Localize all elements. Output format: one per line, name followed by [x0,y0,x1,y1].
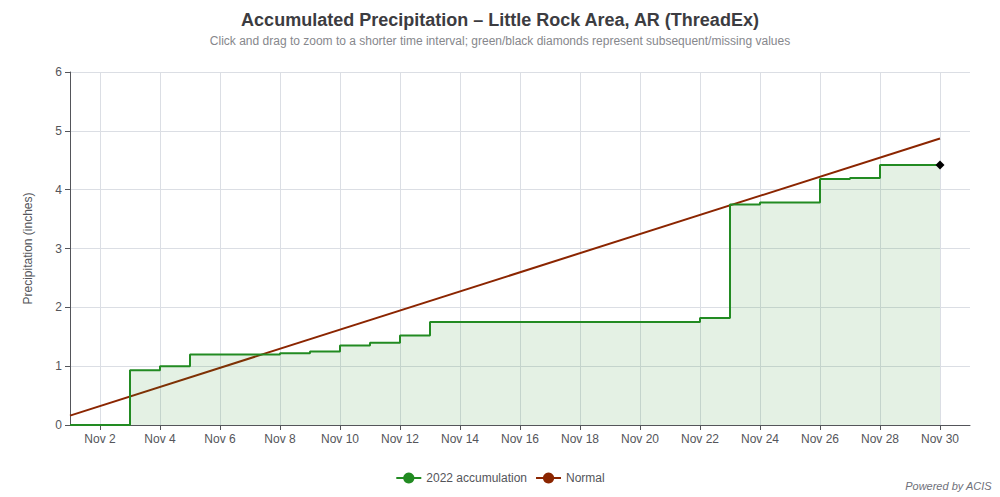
svg-text:4: 4 [55,183,62,197]
svg-text:Nov 12: Nov 12 [381,432,419,446]
svg-text:3: 3 [55,242,62,256]
svg-text:Nov 10: Nov 10 [321,432,359,446]
svg-text:6: 6 [55,65,62,79]
svg-text:Nov 20: Nov 20 [621,432,659,446]
svg-text:Nov 18: Nov 18 [561,432,599,446]
svg-text:Precipitation (inches): Precipitation (inches) [21,192,35,304]
svg-text:Click and drag to zoom to a sh: Click and drag to zoom to a shorter time… [210,34,790,48]
svg-text:1: 1 [55,359,62,373]
svg-text:Normal: Normal [566,471,605,485]
svg-text:Nov 28: Nov 28 [861,432,899,446]
svg-text:Nov 26: Nov 26 [801,432,839,446]
svg-text:5: 5 [55,124,62,138]
svg-text:Nov 8: Nov 8 [264,432,296,446]
svg-text:Accumulated Precipitation – Li: Accumulated Precipitation – Little Rock … [241,10,759,30]
svg-text:Nov 22: Nov 22 [681,432,719,446]
svg-text:Nov 4: Nov 4 [144,432,176,446]
svg-text:2: 2 [55,300,62,314]
svg-text:2022 accumulation: 2022 accumulation [426,471,527,485]
svg-text:Nov 2: Nov 2 [84,432,116,446]
svg-text:Nov 6: Nov 6 [204,432,236,446]
svg-text:Nov 16: Nov 16 [501,432,539,446]
svg-text:Nov 14: Nov 14 [441,432,479,446]
svg-text:Nov 24: Nov 24 [741,432,779,446]
svg-text:Nov 30: Nov 30 [921,432,959,446]
svg-text:Powered by ACIS: Powered by ACIS [905,480,992,492]
svg-text:0: 0 [55,418,62,432]
